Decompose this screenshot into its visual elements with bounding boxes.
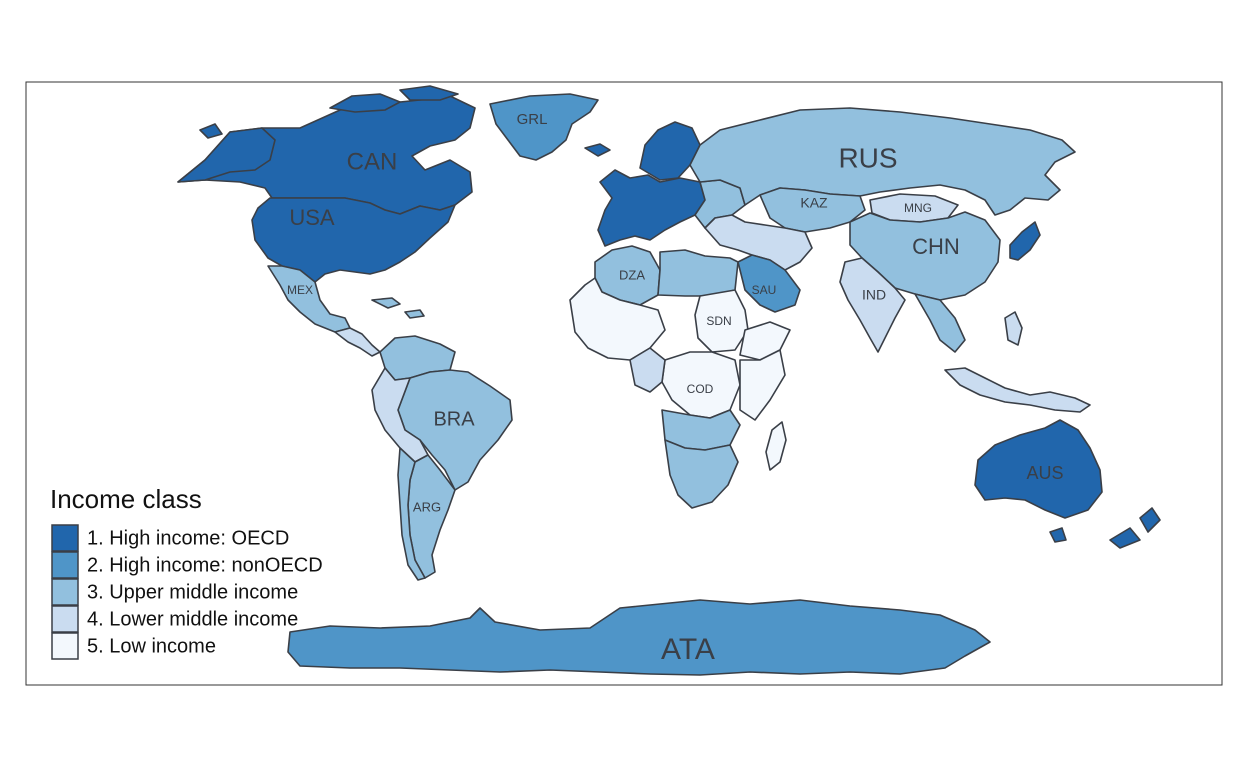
country-australia[interactable] <box>974 419 1103 519</box>
legend-label: 4. Lower middle income <box>87 608 298 630</box>
label-bra: BRA <box>433 408 475 430</box>
country-madagascar <box>765 421 787 471</box>
label-arg: ARG <box>413 499 441 514</box>
label-grl: GRL <box>517 111 548 128</box>
country-north-africa-east <box>657 249 739 297</box>
label-rus: RUS <box>838 142 897 173</box>
legend-title: Income class <box>50 484 202 514</box>
country-indonesia <box>944 367 1091 413</box>
country-east-africa <box>739 349 786 421</box>
label-ind: IND <box>862 287 886 303</box>
country-west-africa <box>569 277 666 361</box>
legend-keys <box>51 524 79 660</box>
legend-label: 1. High income: OECD <box>87 527 289 549</box>
label-dza: DZA <box>619 267 645 282</box>
country-saudi-arabia[interactable] <box>737 254 801 313</box>
country-europe-west <box>597 169 706 247</box>
legend-swatch <box>51 605 79 633</box>
label-usa: USA <box>289 205 335 230</box>
country-greenland[interactable] <box>489 93 599 161</box>
country-southeast-asia <box>914 293 966 353</box>
country-central-africa-west <box>629 347 666 393</box>
label-chn: CHN <box>912 234 960 259</box>
legend-label: 2. High income: nonOECD <box>87 554 323 576</box>
country-japan <box>1009 221 1041 261</box>
label-sau: SAU <box>752 283 777 297</box>
label-kaz: KAZ <box>800 195 828 211</box>
legend-swatch <box>51 578 79 606</box>
country-iceland <box>584 143 611 157</box>
legend-label: 3. Upper middle income <box>87 581 298 603</box>
country-tasmania <box>1049 527 1067 543</box>
country-kazakhstan[interactable] <box>759 187 866 233</box>
label-ata: ATA <box>661 633 715 666</box>
country-chile <box>397 447 426 581</box>
country-middle-east <box>704 214 813 271</box>
label-aus: AUS <box>1026 463 1063 483</box>
country-india[interactable] <box>839 257 906 353</box>
legend-swatch <box>51 524 79 552</box>
label-mex: MEX <box>287 283 313 297</box>
label-sdn: SDN <box>706 314 731 328</box>
legend-label: 5. Low income <box>87 635 216 657</box>
legend-swatch <box>51 551 79 579</box>
country-new-zealand <box>1109 507 1161 549</box>
legend: Income class 1. High income: OECD 2. Hig… <box>50 484 323 660</box>
country-sudan[interactable] <box>694 289 749 353</box>
country-usa[interactable] <box>251 197 456 283</box>
country-canada-islands <box>199 85 459 139</box>
country-mexico[interactable] <box>267 265 351 333</box>
country-philippines <box>1004 311 1023 346</box>
country-alaska <box>177 127 276 183</box>
country-scandinavia <box>639 121 701 181</box>
country-caribbean <box>371 297 425 319</box>
country-southern-africa <box>664 439 739 509</box>
legend-swatch <box>51 632 79 660</box>
label-mng: MNG <box>904 201 932 215</box>
label-cod: COD <box>687 382 714 396</box>
country-peru-bolivia <box>371 367 429 463</box>
label-can: CAN <box>347 148 398 175</box>
country-antarctica[interactable] <box>287 599 991 676</box>
